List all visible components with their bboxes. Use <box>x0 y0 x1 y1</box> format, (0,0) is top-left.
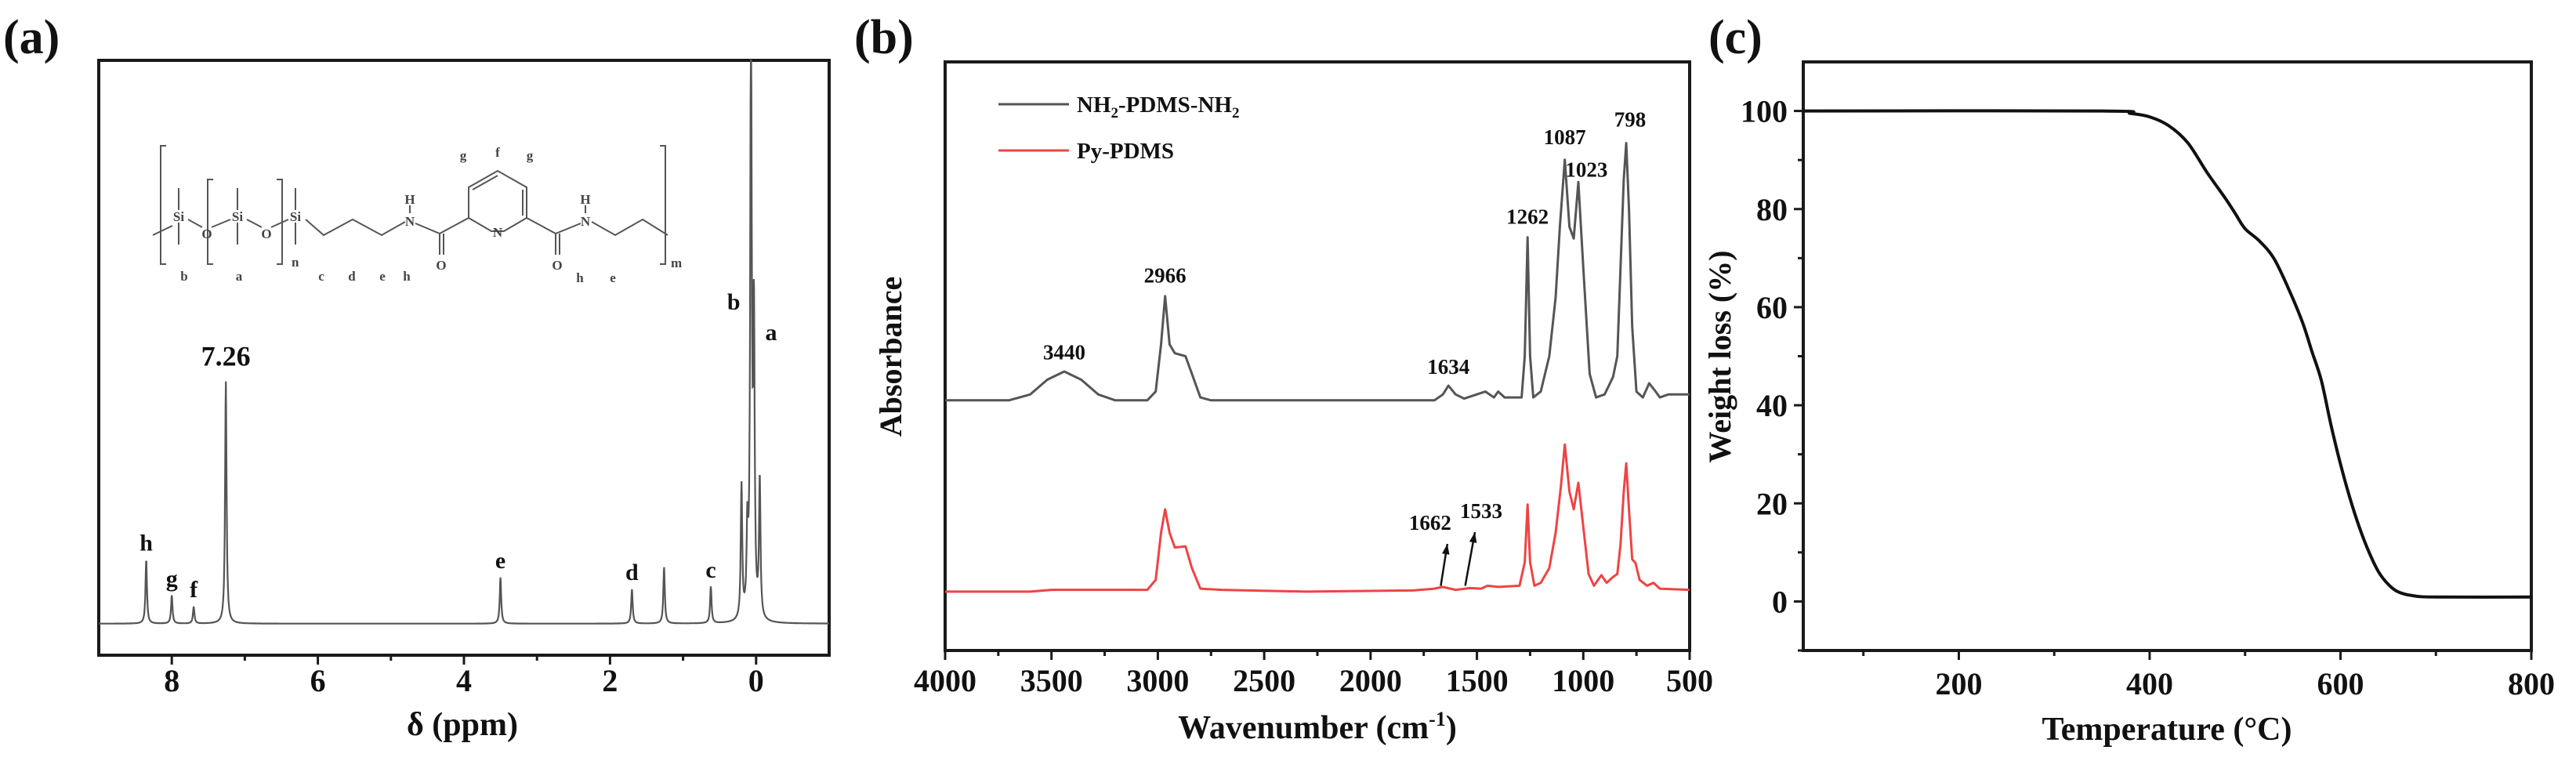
atom-o-4: O <box>552 258 562 273</box>
proton-label-h-2: h <box>576 270 584 285</box>
y-axis-label-c: Weight loss (%) <box>1702 250 1737 462</box>
panel-label-a: (a) <box>3 11 60 64</box>
atom-o-2: O <box>261 226 271 241</box>
arrow-head-icon <box>1442 544 1450 555</box>
x-tick-label-b: 1500 <box>1446 663 1509 698</box>
peak-annotation-3440: 3440 <box>1043 340 1085 364</box>
x-tick-label-b: 2000 <box>1339 663 1402 698</box>
x-tick-label-a: 4 <box>456 663 472 698</box>
proton-label-h: h <box>403 269 411 284</box>
subscript-m: m <box>671 255 682 270</box>
peak-annotation-798: 798 <box>1614 108 1647 132</box>
proton-label-d: d <box>348 269 356 284</box>
tga-curve <box>1802 109 2532 599</box>
x-axis-label-c: Temperature (°C) <box>2042 712 2292 748</box>
atom-si-1: Si <box>173 209 184 224</box>
y-tick-label-c: 40 <box>1756 388 1788 423</box>
x-tick-label-b: 4000 <box>914 663 976 698</box>
x-axis-label-b: Wavenumber (cm-1) <box>1178 708 1457 746</box>
x-tick-label-c: 400 <box>2126 666 2173 701</box>
peak-labels-a: hg f 7.26 e d c ba <box>139 289 777 603</box>
atom-o-3: O <box>436 258 446 273</box>
peak-label-e: e <box>495 548 505 574</box>
peak-label-c: c <box>705 557 716 583</box>
axis-ticks-b: 4000 3500 3000 2500 2000 1500 1000 500 <box>914 650 1713 698</box>
x-tick-label-b: 3000 <box>1126 663 1189 698</box>
x-tick-label-c: 600 <box>2317 666 2364 701</box>
x-tick-label-b: 2500 <box>1233 663 1295 698</box>
x-tick-label-c: 800 <box>2508 666 2555 701</box>
legend: NH2-PDMS-NH2 Py-PDMS <box>998 92 1239 164</box>
y-tick-label-c: 60 <box>1756 290 1788 325</box>
peak-label-d: d <box>625 560 639 585</box>
panel-label-c: (c) <box>1708 11 1763 64</box>
y-tick-label-c: 100 <box>1741 94 1788 129</box>
ir-series-line-nh2-pdms-nh2 <box>945 142 1690 402</box>
peak-annotation-1262: 1262 <box>1506 205 1549 229</box>
atom-h-1: H <box>404 192 415 207</box>
axis-ticks-a: 8 6 4 2 0 <box>164 655 764 698</box>
peak-annotation-1634: 1634 <box>1427 355 1469 379</box>
peak-annotation-1023: 1023 <box>1565 158 1607 181</box>
proton-label-f: f <box>495 145 500 160</box>
proton-label-b: b <box>180 269 187 284</box>
peak-label-b: b <box>727 289 741 315</box>
subscript-n: n <box>292 255 299 270</box>
peak-label-a: a <box>766 320 777 346</box>
peak-annotations-b: 3440 2966 1634 1262 1087 1023 798 1662 1533 <box>1043 108 1646 586</box>
proton-label-e: e <box>379 269 386 284</box>
nmr-spectrum-line <box>99 59 829 625</box>
peak-label-h: h <box>139 531 153 556</box>
x-tick-label-c: 200 <box>1935 666 1982 701</box>
panel-b-ftir: (b) 4000 3500 3000 2500 2000 1500 1000 500 3440… <box>854 11 1713 746</box>
atom-si-2: Si <box>232 209 243 224</box>
y-tick-label-c: 80 <box>1756 192 1788 227</box>
atom-si-3: Si <box>290 209 301 224</box>
panel-label-b: (b) <box>854 11 914 64</box>
proton-label-c: c <box>318 269 324 284</box>
x-tick-label-a: 6 <box>310 663 326 698</box>
peak-annotation-1087: 1087 <box>1544 125 1586 149</box>
x-tick-label-a: 2 <box>602 663 618 698</box>
ir-series-lines <box>945 142 1690 593</box>
x-tick-label-b: 500 <box>1666 663 1713 698</box>
atom-n-1: N <box>405 214 415 229</box>
x-tick-label-b: 3500 <box>1020 663 1083 698</box>
ir-series-line-py-pdms <box>945 443 1690 593</box>
panel-c-tga: (c) 200 400 600 800 0 20 40 60 80 100 Temperature… <box>1702 11 2555 748</box>
atom-h-2: H <box>580 192 590 207</box>
peak-label-7.26: 7.26 <box>201 341 251 372</box>
atom-o-1: O <box>201 226 212 241</box>
x-axis-label-a: δ (ppm) <box>407 707 518 743</box>
pyridine-ring <box>468 169 527 232</box>
legend-label-py-pdms: Py-PDMS <box>1077 139 1174 164</box>
structure-brackets <box>160 145 666 265</box>
x-tick-label-a: 0 <box>748 663 764 698</box>
peak-annotation-1662: 1662 <box>1409 511 1451 535</box>
y-tick-label-c: 0 <box>1772 584 1788 619</box>
arrow-head-icon <box>1469 532 1477 543</box>
peak-annotation-1533: 1533 <box>1460 499 1502 523</box>
peak-annotation-2966: 2966 <box>1144 264 1187 288</box>
atom-n-ring: N <box>493 225 503 240</box>
x-tick-label-b: 1000 <box>1552 663 1614 698</box>
proton-label-a: a <box>236 269 243 284</box>
chemical-structure: Si Si Si O O N H O N O N H n m b a c d e… <box>152 145 682 285</box>
peak-label-g: g <box>166 566 178 592</box>
atom-n-2: N <box>581 214 591 229</box>
axis-ticks-c: 200 400 600 800 0 20 40 60 80 100 <box>1741 94 2555 701</box>
x-tick-label-a: 8 <box>164 663 179 698</box>
proton-label-g-2: g <box>527 148 534 163</box>
y-tick-label-c: 20 <box>1756 486 1788 521</box>
legend-label-nh2-pdms-nh2: NH2-PDMS-NH2 <box>1077 92 1239 121</box>
y-axis-label-b: Absorbance <box>873 277 908 437</box>
peak-label-f: f <box>190 577 198 603</box>
proton-label-e-2: e <box>610 270 616 285</box>
proton-label-g: g <box>460 148 467 163</box>
plot-frame-c <box>1802 60 2533 652</box>
